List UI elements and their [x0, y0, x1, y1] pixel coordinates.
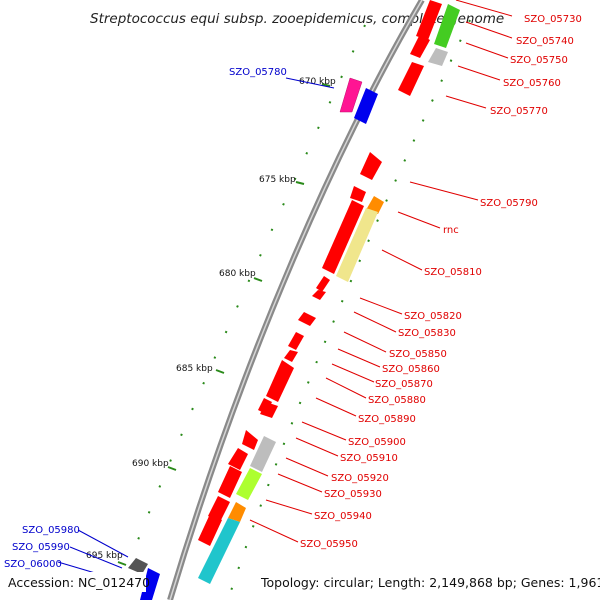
- gene-feature: [360, 152, 382, 180]
- gene-feature: [266, 360, 294, 402]
- gene-label: SZO_05770: [490, 106, 548, 117]
- gene-feature: [236, 468, 262, 500]
- gene-feature: [218, 466, 242, 498]
- gene-feature: [198, 514, 222, 546]
- gene-label: SZO_05830: [398, 328, 456, 339]
- gene-feature: [260, 402, 278, 418]
- gene-feature: [339, 77, 363, 113]
- kbp-scale: 670 kbp 675 kbp 680 kbp 685 kbp 690 kbp …: [86, 77, 336, 566]
- gene-feature: [288, 332, 304, 350]
- kbp-tick: [321, 83, 331, 87]
- inner-genes: [198, 0, 460, 584]
- kbp-label: 690 kbp: [132, 459, 169, 469]
- gene-feature: [398, 62, 424, 96]
- gene-feature: [298, 312, 316, 326]
- kbp-label: 670 kbp: [299, 77, 336, 87]
- gene-label: SZO_05740: [516, 36, 574, 47]
- gene-label: SZO_05900: [348, 437, 406, 448]
- gene-feature: [312, 290, 326, 300]
- gene-label: SZO_05850: [389, 349, 447, 360]
- gene-feature: [198, 518, 240, 584]
- gene-labels-left: SZO_05780 SZO_05980 SZO_05990 SZO_06000: [4, 67, 287, 570]
- gene-label: SZO_05920: [331, 473, 389, 484]
- summary-text: Topology: circular; Length: 2,149,868 bp…: [260, 575, 600, 590]
- genome-title: Streptococcus equi subsp. zooepidemicus,…: [90, 11, 504, 27]
- gene-feature: [428, 48, 448, 66]
- gene-label: rnc: [443, 225, 459, 236]
- genome-backbone: [167, 0, 425, 600]
- kbp-tick: [215, 369, 225, 374]
- kbp-tick: [295, 181, 305, 185]
- gene-feature: [316, 276, 330, 292]
- gene-feature: [128, 558, 148, 574]
- gene-feature: [208, 496, 230, 522]
- gene-label: SZO_05890: [358, 414, 416, 425]
- gene-feature: [410, 34, 430, 58]
- outer-genes: [128, 77, 382, 600]
- kbp-label: 685 kbp: [176, 364, 213, 374]
- gene-label: SZO_05930: [324, 489, 382, 500]
- gene-feature: [250, 436, 276, 472]
- gene-label: SZO_05940: [314, 511, 372, 522]
- gene-label: SZO_05880: [368, 395, 426, 406]
- gene-label: SZO_05810: [424, 267, 482, 278]
- gene-feature: [350, 186, 366, 202]
- gene-label: SZO_05870: [375, 379, 433, 390]
- kbp-tick: [117, 561, 127, 566]
- footer-accession-bg: [4, 572, 146, 592]
- gene-label: SZO_05750: [510, 55, 568, 66]
- gene-label: SZO_05860: [382, 364, 440, 375]
- kbp-label: 695 kbp: [86, 551, 123, 561]
- gene-label: SZO_06000: [4, 559, 62, 570]
- gene-label: SZO_05790: [480, 198, 538, 209]
- gene-label: SZO_05780: [229, 67, 287, 78]
- accession-text: Accession: NC_012470: [8, 575, 150, 590]
- kbp-tick: [253, 277, 263, 282]
- gene-feature: [228, 502, 246, 522]
- gene-label: SZO_05910: [340, 453, 398, 464]
- gene-label: SZO_05820: [404, 311, 462, 322]
- gene-feature: [322, 200, 364, 274]
- gene-feature: [354, 88, 378, 124]
- gene-label: SZO_05990: [12, 542, 70, 553]
- kbp-label: 680 kbp: [219, 269, 256, 279]
- gene-label: SZO_05760: [503, 78, 561, 89]
- gene-feature: [336, 208, 378, 282]
- label-leaders: [57, 0, 513, 579]
- gene-feature: [228, 448, 248, 470]
- gene-feature: [416, 0, 442, 40]
- gene-feature: [434, 4, 460, 48]
- kbp-tick: [167, 466, 177, 471]
- gene-label: SZO_05730: [524, 14, 582, 25]
- gene-label: SZO_05980: [22, 525, 80, 536]
- kbp-label: 675 kbp: [259, 175, 296, 185]
- gene-feature: [242, 430, 258, 450]
- gene-feature: [284, 350, 298, 362]
- gene-labels-right: SZO_05730 SZO_05740 SZO_05750 SZO_05760 …: [300, 14, 582, 550]
- gene-label: SZO_05950: [300, 539, 358, 550]
